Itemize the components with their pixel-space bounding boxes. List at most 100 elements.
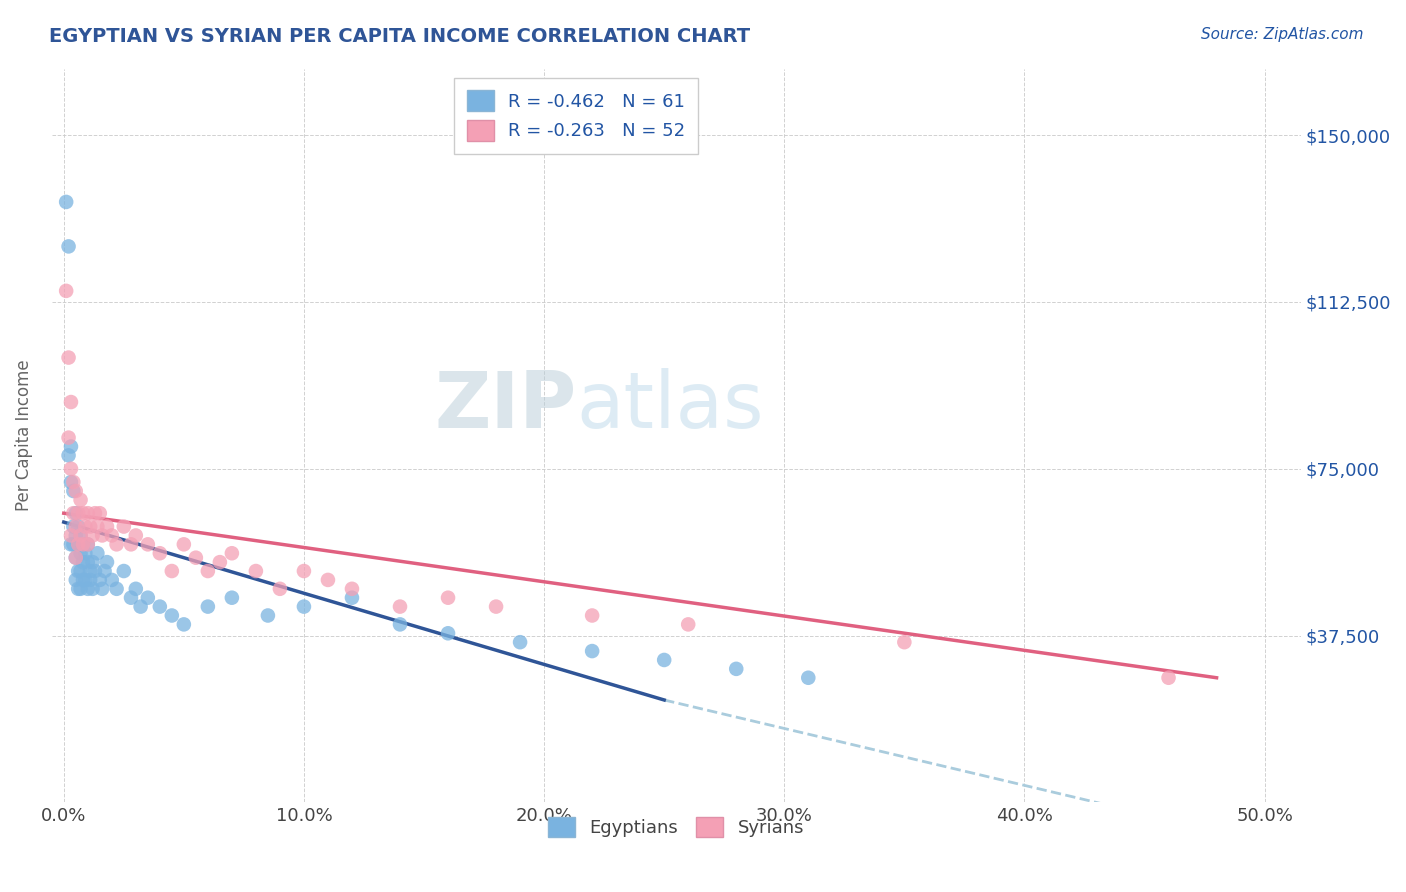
Point — [893, 635, 915, 649]
Point — [149, 599, 172, 614]
Point — [89, 506, 111, 520]
Point — [82, 582, 104, 596]
Point — [84, 506, 107, 520]
Point — [72, 537, 94, 551]
Point — [67, 537, 90, 551]
Point — [75, 519, 97, 533]
Point — [581, 608, 603, 623]
Point — [62, 519, 84, 533]
Point — [160, 564, 183, 578]
Y-axis label: Per Capita Income: Per Capita Income — [15, 359, 32, 511]
Point — [59, 462, 82, 476]
Point — [112, 564, 135, 578]
Point — [437, 626, 460, 640]
Point — [101, 528, 124, 542]
Point — [58, 449, 80, 463]
Point — [173, 617, 195, 632]
Point — [72, 506, 94, 520]
Point — [221, 591, 243, 605]
Point — [82, 555, 104, 569]
Point — [59, 537, 82, 551]
Point — [485, 599, 508, 614]
Point — [197, 599, 219, 614]
Point — [69, 528, 91, 542]
Point — [96, 555, 118, 569]
Point — [581, 644, 603, 658]
Point — [72, 537, 94, 551]
Point — [725, 662, 748, 676]
Point — [89, 573, 111, 587]
Point — [184, 550, 207, 565]
Point — [58, 239, 80, 253]
Point — [65, 550, 87, 565]
Point — [62, 475, 84, 489]
Point — [221, 546, 243, 560]
Point — [69, 492, 91, 507]
Point — [62, 537, 84, 551]
Point — [91, 528, 114, 542]
Point — [65, 550, 87, 565]
Point — [79, 564, 101, 578]
Point — [197, 564, 219, 578]
Point — [269, 582, 291, 596]
Text: Source: ZipAtlas.com: Source: ZipAtlas.com — [1201, 27, 1364, 42]
Point — [797, 671, 820, 685]
Point — [149, 546, 172, 560]
Point — [136, 537, 159, 551]
Point — [76, 555, 98, 569]
Point — [79, 519, 101, 533]
Point — [67, 582, 90, 596]
Point — [125, 582, 148, 596]
Point — [316, 573, 339, 587]
Point — [208, 555, 231, 569]
Point — [75, 573, 97, 587]
Point — [292, 599, 315, 614]
Point — [55, 194, 77, 209]
Point — [160, 608, 183, 623]
Point — [79, 573, 101, 587]
Point — [125, 528, 148, 542]
Point — [65, 573, 87, 587]
Point — [340, 582, 363, 596]
Legend: Egyptians, Syrians: Egyptians, Syrians — [541, 809, 811, 845]
Point — [86, 519, 108, 533]
Point — [93, 564, 115, 578]
Point — [245, 564, 267, 578]
Point — [1157, 671, 1180, 685]
Point — [173, 537, 195, 551]
Point — [59, 528, 82, 542]
Text: atlas: atlas — [576, 368, 763, 444]
Point — [437, 591, 460, 605]
Point — [67, 506, 90, 520]
Text: EGYPTIAN VS SYRIAN PER CAPITA INCOME CORRELATION CHART: EGYPTIAN VS SYRIAN PER CAPITA INCOME COR… — [49, 27, 751, 45]
Point — [59, 475, 82, 489]
Point — [72, 573, 94, 587]
Text: ZIP: ZIP — [434, 368, 576, 444]
Point — [55, 284, 77, 298]
Point — [67, 537, 90, 551]
Point — [105, 537, 128, 551]
Point — [62, 483, 84, 498]
Point — [69, 546, 91, 560]
Point — [101, 573, 124, 587]
Point — [65, 519, 87, 533]
Point — [72, 555, 94, 569]
Point — [59, 440, 82, 454]
Point — [69, 564, 91, 578]
Point — [388, 599, 411, 614]
Point — [65, 483, 87, 498]
Point — [112, 519, 135, 533]
Point — [91, 582, 114, 596]
Point — [120, 591, 142, 605]
Point — [76, 537, 98, 551]
Point — [676, 617, 699, 632]
Point — [65, 528, 87, 542]
Point — [58, 351, 80, 365]
Point — [67, 519, 90, 533]
Point — [62, 506, 84, 520]
Point — [76, 582, 98, 596]
Point — [82, 528, 104, 542]
Point — [292, 564, 315, 578]
Point — [105, 582, 128, 596]
Point — [257, 608, 280, 623]
